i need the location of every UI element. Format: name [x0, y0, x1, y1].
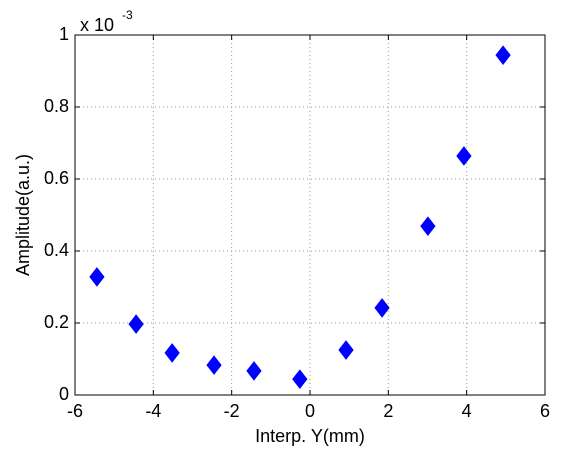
x-tick-label: -4 [145, 401, 161, 421]
y-tick-label: 1 [59, 24, 69, 44]
x-axis-label: Interp. Y(mm) [255, 426, 365, 446]
data-point [292, 369, 308, 389]
data-point [495, 45, 511, 65]
data-point [206, 355, 222, 375]
x-tick-label: 2 [383, 401, 393, 421]
y-axis-label: Amplitude(a.u.) [13, 154, 33, 276]
y-tick-label: 0.8 [44, 96, 69, 116]
x-tick-label: -6 [67, 401, 83, 421]
data-point [374, 298, 390, 318]
data-point [246, 361, 262, 381]
data-point [456, 146, 472, 166]
data-point [89, 267, 105, 287]
x-tick-label: 6 [540, 401, 550, 421]
x-tick-label: 0 [305, 401, 315, 421]
data-point [128, 314, 144, 334]
data-point [420, 216, 436, 236]
data-point [164, 343, 180, 363]
data-point [338, 340, 354, 360]
y-tick-label: 0.2 [44, 312, 69, 332]
plot-frame [74, 34, 546, 396]
y-tick-label: 0 [59, 384, 69, 404]
x-tick-label: -2 [224, 401, 240, 421]
y-tick-label: 0.4 [44, 240, 69, 260]
y-multiplier-power: -3 [122, 8, 133, 22]
x-tick-label: 4 [462, 401, 472, 421]
y-multiplier-base: x 10 [80, 15, 114, 35]
y-tick-label: 0.6 [44, 168, 69, 188]
